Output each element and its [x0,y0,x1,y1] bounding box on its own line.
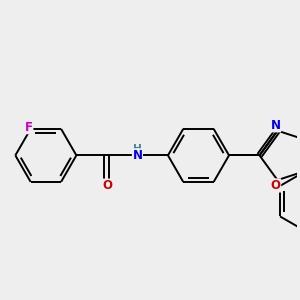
Text: N: N [132,149,142,162]
Text: H: H [133,144,142,154]
Text: N: N [271,119,281,132]
Text: O: O [271,179,281,192]
Text: O: O [102,179,112,192]
Text: F: F [25,121,33,134]
